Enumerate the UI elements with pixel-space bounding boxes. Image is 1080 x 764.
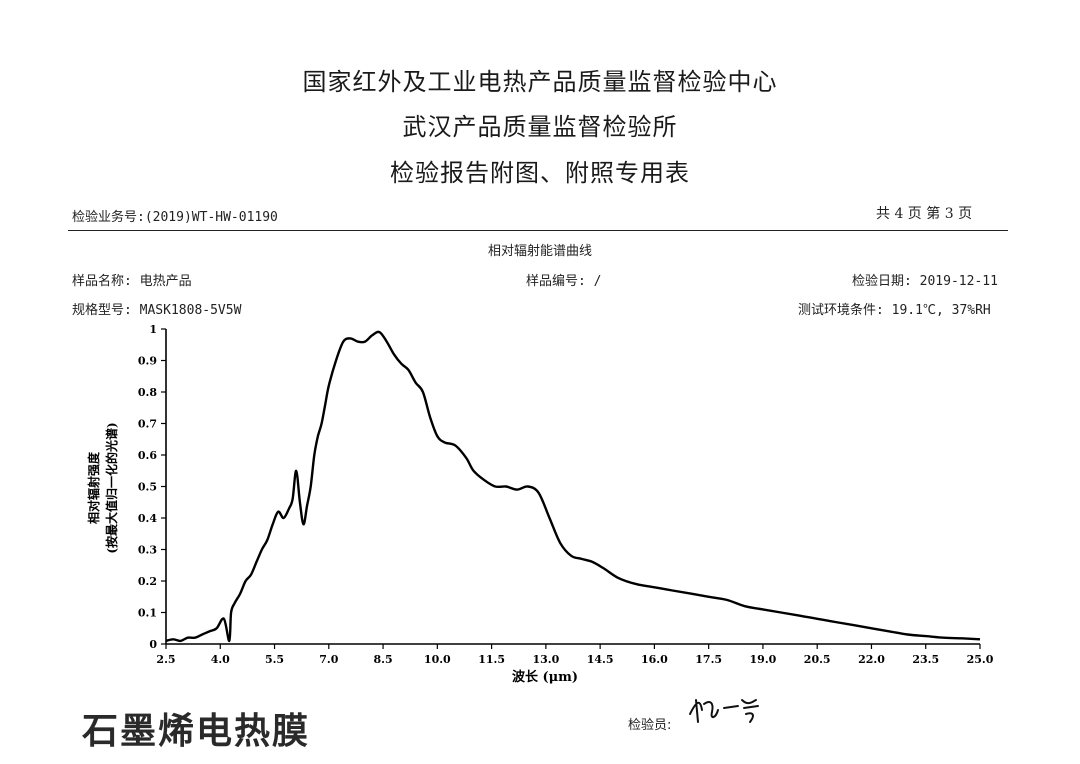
sample-name: 样品名称: 电热产品: [72, 274, 192, 289]
x-axis-ticks: 2.5 4.0 5.5 7.0 8.5 10.0 11.5 13.0 14.5 16.0 17.5 1…: [156, 644, 994, 666]
inspector-signature: [686, 692, 766, 730]
x-tick-label: 17.5: [695, 653, 722, 666]
x-axis-label: 波长 (μm): [512, 669, 578, 685]
header-line-3: 检验报告附图、附照专用表: [390, 159, 690, 187]
x-tick-label: 23.5: [912, 653, 939, 666]
y-axis-label-line1: 相对辐射强度: [86, 451, 101, 524]
y-axis-label-line2: (按最大值归一化的光谱): [104, 422, 119, 553]
x-tick-label: 7.0: [319, 653, 338, 666]
chart-caption: 相对辐射能谱曲线: [487, 244, 592, 259]
x-tick-label: 13.0: [532, 653, 559, 666]
y-tick-label: 0.7: [138, 418, 157, 431]
x-tick-label: 11.5: [478, 653, 505, 666]
brand-caption: 石墨烯电热膜: [82, 711, 311, 752]
chart-axes: [165, 329, 980, 645]
y-tick-label: 0.8: [138, 386, 157, 399]
x-tick-label: 8.5: [373, 653, 392, 666]
x-tick-label: 16.0: [641, 653, 668, 666]
x-tick-label: 14.5: [587, 653, 614, 666]
x-tick-label: 19.0: [750, 653, 777, 666]
model-spec: 规格型号: MASK1808-5V5W: [72, 303, 242, 318]
x-tick-label: 5.5: [265, 653, 284, 666]
x-tick-label: 4.0: [211, 653, 230, 666]
sample-number: 样品编号: /: [526, 274, 602, 289]
inspector-label: 检验员:: [628, 718, 672, 733]
spectrum-line: [165, 330, 981, 643]
test-conditions: 测试环境条件: 19.1℃, 37%RH: [798, 303, 991, 318]
y-tick-label: 0.5: [138, 481, 157, 494]
header-line-1: 国家红外及工业电热产品质量监督检验中心: [302, 68, 778, 96]
page-info: 共 4 页 第 3 页: [876, 206, 973, 222]
y-axis-ticks: 0 0.1 0.2 0.3 0.4 0.5 0.6 0.7 0.8 0.9 1: [138, 323, 166, 651]
y-tick-label: 0: [149, 638, 157, 651]
y-tick-label: 0.2: [138, 575, 157, 588]
y-tick-label: 1: [149, 323, 157, 336]
header-rule: [68, 230, 1008, 231]
header-line-2: 武汉产品质量监督检验所: [402, 113, 678, 141]
y-tick-label: 0.4: [138, 512, 157, 525]
x-tick-label: 25.0: [967, 653, 994, 666]
business-number: 检验业务号:(2019)WT-HW-01190: [72, 210, 278, 225]
x-tick-label: 20.5: [804, 653, 831, 666]
y-tick-label: 0.9: [138, 355, 157, 368]
y-tick-label: 0.3: [138, 544, 157, 557]
x-tick-label: 2.5: [156, 653, 175, 666]
inspection-date: 检验日期: 2019-12-11: [852, 274, 998, 289]
spectrum-chart: 0 0.1 0.2 0.3 0.4 0.5 0.6 0.7 0.8 0.9 1 2.5 4.0 5.5 7…: [86, 323, 994, 685]
x-tick-label: 22.0: [858, 653, 885, 666]
y-tick-label: 0.1: [138, 607, 157, 620]
x-tick-label: 10.0: [424, 653, 451, 666]
y-tick-label: 0.6: [138, 449, 157, 462]
